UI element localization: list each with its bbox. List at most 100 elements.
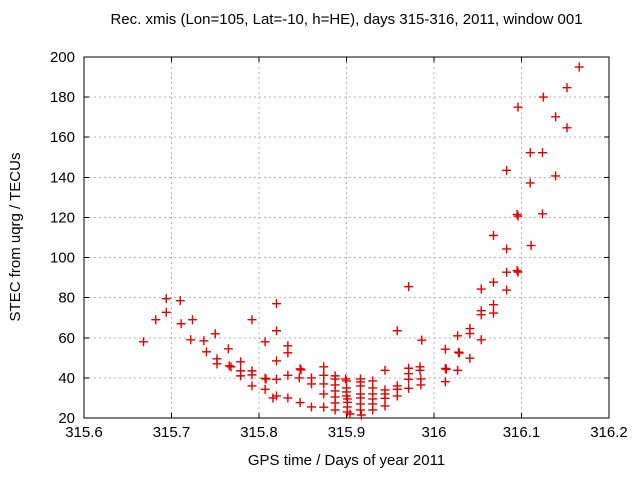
data-point-marker	[186, 335, 196, 345]
data-point-marker	[176, 319, 186, 329]
data-point-marker	[574, 62, 584, 72]
data-point-marker	[247, 381, 257, 391]
y-tick-label: 120	[50, 209, 75, 226]
data-point-marker	[453, 331, 463, 341]
data-point-marker	[489, 300, 498, 310]
data-point-marker	[161, 294, 171, 304]
data-point-marker	[440, 377, 450, 387]
data-point-marker	[551, 112, 561, 122]
data-point-marker	[476, 335, 486, 345]
data-point-marker	[513, 102, 523, 112]
data-point-marker	[476, 284, 486, 294]
data-point-marker	[526, 241, 536, 251]
data-point-marker	[392, 326, 402, 336]
data-point-marker	[525, 178, 535, 188]
data-point-marker	[319, 362, 329, 372]
data-point-marker	[161, 307, 171, 317]
data-point-marker	[404, 383, 414, 393]
data-point-marker	[261, 374, 271, 384]
data-point-marker	[551, 171, 561, 181]
x-tick-label: 316.2	[590, 424, 628, 441]
data-point-marker	[295, 398, 305, 408]
data-point-marker	[341, 374, 351, 384]
data-point-marker	[502, 267, 512, 277]
y-tick-label: 20	[58, 410, 75, 427]
data-point-marker	[404, 282, 414, 292]
data-point-marker	[417, 335, 427, 345]
x-tick-label: 315.6	[65, 424, 103, 441]
y-tick-label: 60	[58, 330, 75, 347]
data-point-marker	[210, 329, 220, 339]
data-point-marker	[294, 373, 304, 383]
y-tick-label: 100	[50, 250, 75, 267]
data-point-marker	[380, 365, 390, 375]
y-tick-label: 200	[50, 49, 75, 66]
data-point-marker	[525, 148, 535, 158]
data-point-marker	[440, 363, 450, 373]
data-point-marker	[416, 380, 426, 390]
data-point-marker	[392, 391, 402, 401]
data-point-marker	[319, 402, 329, 412]
data-point-marker	[345, 409, 355, 419]
data-point-marker	[272, 326, 281, 336]
data-point-marker	[380, 401, 390, 411]
data-point-marker	[199, 336, 209, 346]
data-point-marker	[236, 357, 246, 367]
chart-title: Rec. xmis (Lon=105, Lat=-10, h=HE), days…	[110, 11, 583, 28]
data-point-marker	[236, 371, 246, 381]
data-point-marker	[356, 410, 366, 420]
data-point-marker	[512, 266, 522, 276]
data-point-marker	[212, 359, 222, 369]
y-tick-label: 80	[58, 290, 75, 307]
x-tick-label: 315.8	[240, 424, 278, 441]
data-point-marker	[260, 337, 270, 347]
data-point-marker	[465, 353, 475, 363]
y-tick-label: 140	[50, 169, 75, 186]
data-point-marker	[562, 123, 572, 133]
data-point-marker	[453, 365, 463, 375]
data-point-marker	[283, 348, 293, 358]
data-point-marker	[307, 379, 316, 389]
data-point-marker	[247, 315, 257, 325]
data-point-marker	[283, 393, 293, 403]
data-point-marker	[330, 405, 340, 415]
data-point-marker	[502, 244, 512, 254]
data-point-marker	[356, 405, 365, 415]
data-point-marker	[319, 389, 329, 399]
data-point-marker	[454, 348, 464, 358]
data-point-marker	[465, 329, 475, 339]
data-point-marker	[489, 308, 498, 318]
data-point-marker	[538, 148, 547, 158]
data-point-marker	[272, 299, 281, 309]
y-tick-label: 180	[50, 89, 75, 106]
data-point-marker	[319, 379, 329, 389]
data-point-marker	[502, 285, 512, 295]
data-point-marker	[440, 344, 450, 354]
data-point-marker	[502, 165, 512, 175]
data-point-marker	[247, 370, 257, 380]
data-point-marker	[295, 364, 305, 374]
data-point-marker	[188, 315, 197, 325]
data-point-marker	[260, 373, 270, 383]
data-point-marker	[307, 402, 316, 412]
data-point-marker	[513, 267, 523, 277]
x-tick-label: 315.9	[328, 424, 366, 441]
data-point-marker	[513, 211, 523, 221]
data-point-marker	[272, 356, 281, 366]
x-axis-label: GPS time / Days of year 2011	[247, 452, 446, 469]
data-point-marker	[223, 344, 233, 354]
data-point-marker	[489, 230, 498, 240]
data-point-marker	[538, 209, 547, 219]
data-point-marker	[415, 365, 425, 375]
data-point-marker	[283, 370, 293, 380]
y-tick-label: 40	[58, 370, 75, 387]
data-point-marker	[319, 370, 329, 380]
data-point-marker	[224, 361, 234, 371]
x-tick-label: 315.7	[153, 424, 191, 441]
data-point-marker	[175, 296, 185, 306]
data-point-marker	[538, 92, 548, 102]
x-tick-label: 316.1	[503, 424, 541, 441]
data-point-marker	[404, 374, 414, 384]
